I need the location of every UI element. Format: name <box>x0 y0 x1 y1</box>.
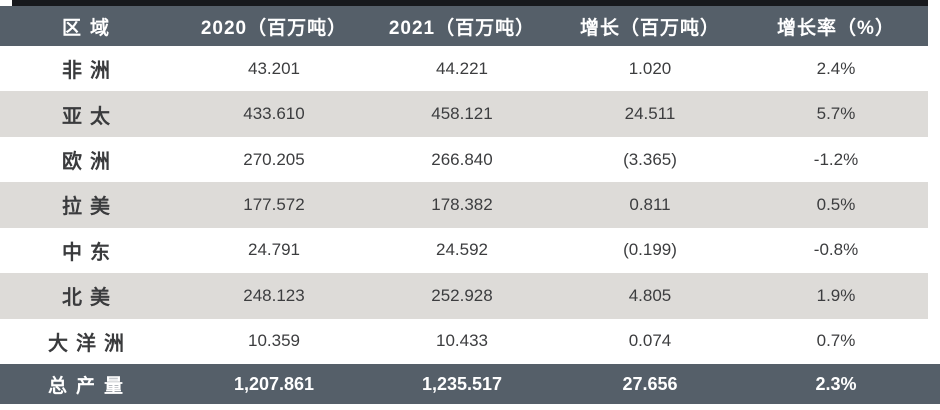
value-2020-cell: 10.359 <box>248 331 300 351</box>
value-2020-cell: 43.201 <box>248 58 300 78</box>
growth-cell: 0.074 <box>628 331 672 351</box>
growth-rate-cell: 0.7% <box>816 331 856 351</box>
table-total-row: 总产量 1,207.861 1,235.517 27.656 2.3% <box>0 364 940 404</box>
region-cell: 非洲 <box>62 60 118 83</box>
table-body: 非洲 43.201 44.221 1.020 2.4% 亚太 433.610 4… <box>0 46 928 364</box>
table-row-latin-america: 拉美 177.572 178.382 0.811 0.5% <box>0 182 928 228</box>
total-growth-rate-cell: 2.3% <box>815 373 857 394</box>
value-2021-cell: 24.592 <box>436 240 488 260</box>
table-top-border <box>12 0 928 6</box>
region-cell: 中东 <box>62 241 118 264</box>
growth-cell: 4.805 <box>628 285 672 305</box>
growth-cell: (3.365) <box>623 149 677 169</box>
growth-rate-cell: -0.8% <box>813 240 859 260</box>
value-2021-cell: 178.382 <box>431 194 493 214</box>
value-2021-cell: 266.840 <box>431 149 493 169</box>
value-2020-cell: 270.205 <box>243 149 305 169</box>
value-2020-cell: 24.791 <box>248 240 300 260</box>
growth-cell: 24.511 <box>624 104 676 124</box>
region-cell: 北美 <box>62 287 118 310</box>
region-cell: 亚太 <box>62 105 118 128</box>
header-cell-2020: 2020（百万吨） <box>200 17 348 39</box>
growth-rate-cell: 0.5% <box>816 194 856 214</box>
value-2020-cell: 433.610 <box>243 104 305 124</box>
table-header-row: 区域 2020（百万吨） 2021（百万吨） 增长（百万吨） 增长率（%） <box>0 6 928 46</box>
header-cell-2021: 2021（百万吨） <box>388 17 536 39</box>
region-cell: 拉美 <box>62 196 118 219</box>
growth-rate-cell: -1.2% <box>813 149 859 169</box>
growth-rate-cell: 5.7% <box>816 104 856 124</box>
table-row-middle-east: 中东 24.791 24.592 (0.199) -0.8% <box>0 227 928 274</box>
growth-rate-cell: 1.9% <box>816 285 856 305</box>
table-row-africa: 非洲 43.201 44.221 1.020 2.4% <box>0 46 928 92</box>
table-row-asia-pacific: 亚太 433.610 458.121 24.511 5.7% <box>0 91 928 137</box>
value-2021-cell: 10.433 <box>436 331 488 351</box>
region-cell: 大洋洲 <box>48 332 132 355</box>
table-row-europe: 欧洲 270.205 266.840 (3.365) -1.2% <box>0 136 928 183</box>
total-2021-cell: 1,235.517 <box>421 373 503 394</box>
header-cell-growth-rate: 增长率（%） <box>777 17 895 39</box>
region-cell: 欧洲 <box>62 151 118 174</box>
growth-rate-cell: 2.4% <box>816 58 856 78</box>
header-cell-growth: 增长（百万吨） <box>579 17 720 39</box>
value-2021-cell: 458.121 <box>431 104 493 124</box>
value-2020-cell: 248.123 <box>243 285 305 305</box>
total-label-cell: 总产量 <box>47 375 132 397</box>
header-cell-region: 区域 <box>61 17 118 39</box>
growth-cell: 0.811 <box>629 194 671 214</box>
table-row-north-america: 北美 248.123 252.928 4.805 1.9% <box>0 273 928 319</box>
value-2020-cell: 177.572 <box>243 194 305 214</box>
total-growth-cell: 27.656 <box>622 373 678 394</box>
growth-cell: (0.199) <box>623 240 677 260</box>
total-2020-cell: 1,207.861 <box>233 373 315 394</box>
value-2021-cell: 252.928 <box>431 285 493 305</box>
table-row-oceania: 大洋洲 10.359 10.433 0.074 0.7% <box>0 318 928 364</box>
value-2021-cell: 44.221 <box>436 58 488 78</box>
growth-cell: 1.020 <box>628 58 672 78</box>
